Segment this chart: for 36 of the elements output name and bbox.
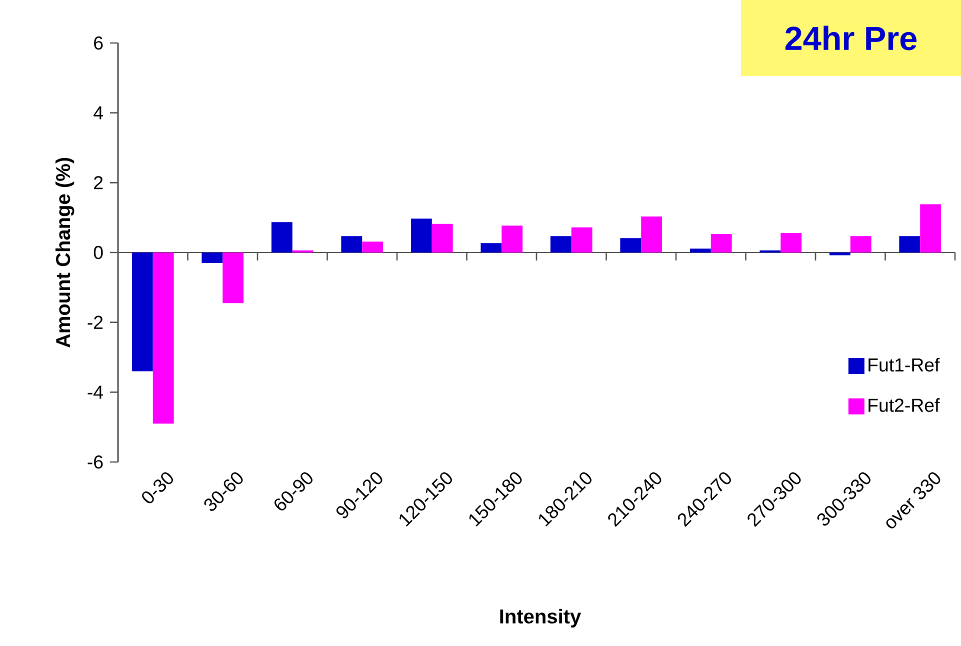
bar <box>690 248 711 252</box>
bar <box>341 236 362 252</box>
bar <box>271 222 292 252</box>
bar <box>132 252 153 372</box>
y-tick-label: -4 <box>88 386 103 399</box>
bar <box>152 252 174 424</box>
bar <box>502 226 523 252</box>
x-axis-title: Intensity <box>500 608 582 628</box>
y-tick-label: 4 <box>94 106 103 120</box>
bar <box>641 216 662 252</box>
y-tick-label: 0 <box>94 246 103 260</box>
bar <box>410 218 432 252</box>
y-tick-label: 6 <box>94 36 103 50</box>
bar <box>850 236 872 252</box>
legend-label: Fut2-Ref <box>868 398 940 412</box>
y-tick-label: -6 <box>88 455 103 469</box>
x-tick-label: over 330 <box>886 472 940 528</box>
bar <box>829 252 850 256</box>
chart-title: 24hr Pre <box>785 26 917 50</box>
bar <box>710 234 732 252</box>
bar <box>899 236 920 252</box>
bar <box>362 242 384 252</box>
bar <box>620 238 642 252</box>
legend-label: Fut1-Ref <box>868 358 940 372</box>
y-axis-title: Amount Change (%) <box>55 158 74 348</box>
y-tick-label: 2 <box>94 176 103 190</box>
bar <box>202 252 223 263</box>
bar <box>780 232 802 252</box>
bar <box>480 243 502 252</box>
bar <box>432 224 453 252</box>
bar <box>550 236 572 252</box>
bar <box>920 204 942 252</box>
x-tick-label: 0-30 <box>142 472 173 504</box>
y-tick-label: -2 <box>88 316 103 329</box>
bar <box>571 227 592 252</box>
bar <box>222 252 244 304</box>
